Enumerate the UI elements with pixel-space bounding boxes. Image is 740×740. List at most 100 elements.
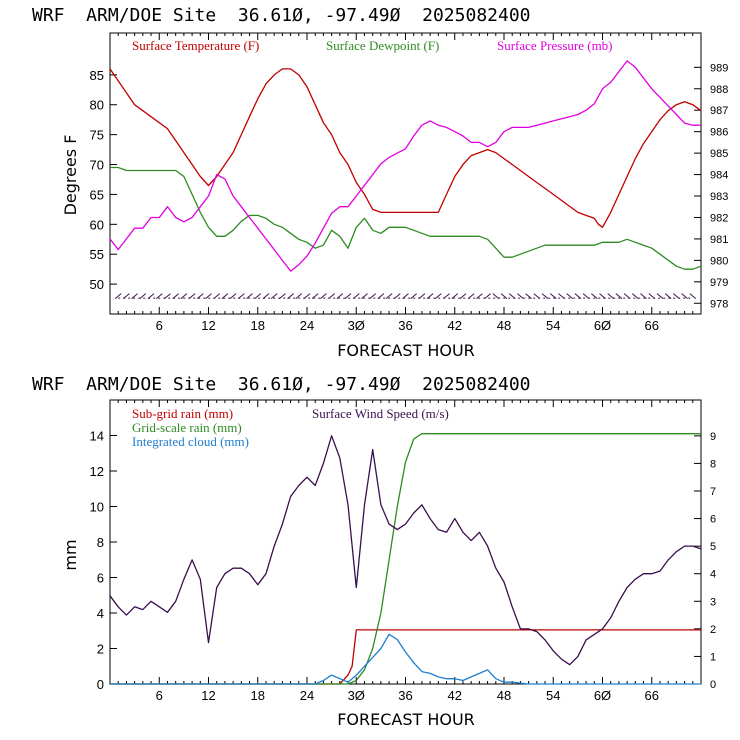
y-axis-left: 0 2 4 6 8 10 12 14 bbox=[90, 429, 117, 692]
legend-dewpoint: Surface Dewpoint (F) bbox=[326, 38, 439, 53]
y-tick-label: 50 bbox=[90, 277, 104, 292]
right-tick-label: 1 bbox=[710, 651, 716, 663]
wind-barb bbox=[590, 293, 598, 299]
wind-barb bbox=[369, 293, 377, 299]
wind-barb bbox=[492, 293, 500, 299]
wind-barb bbox=[180, 293, 188, 299]
x-tick-label: 66 bbox=[645, 688, 659, 703]
wind-barb bbox=[451, 293, 459, 299]
wind-barb bbox=[279, 293, 286, 299]
right-tick-label: 9 bbox=[710, 431, 716, 443]
wind-barb bbox=[459, 293, 467, 299]
wind-barb bbox=[254, 293, 262, 299]
series-line-surface-wind-speed-m-s bbox=[109, 435, 702, 666]
y-tick-label: 0 bbox=[97, 677, 104, 692]
x-tick-label: 54 bbox=[546, 688, 560, 703]
wind-barb bbox=[295, 293, 303, 299]
y-tick-label: 60 bbox=[90, 217, 104, 232]
y-tick-label: 75 bbox=[90, 128, 104, 143]
wind-barb bbox=[205, 293, 212, 299]
wind-barb bbox=[114, 293, 122, 299]
x-tick-label: 6 bbox=[156, 688, 163, 703]
chart-title: WRF ARM/DOE Site 36.61Ø, -97.49Ø 2025082… bbox=[32, 374, 531, 395]
x-tick-label: 54 bbox=[546, 318, 560, 333]
right-tick-label: 978 bbox=[710, 298, 728, 310]
chart-title: WRF ARM/DOE Site 36.61Ø, -97.49Ø 2025082… bbox=[32, 5, 531, 26]
y-axis-right: 0 1 2 3 4 5 6 7 8 9 bbox=[694, 431, 716, 691]
y-tick-label: 55 bbox=[90, 247, 104, 262]
right-tick-label: 4 bbox=[710, 569, 716, 581]
y-tick-label: 80 bbox=[90, 98, 104, 113]
x-tick-label: 12 bbox=[201, 688, 215, 703]
wind-barb bbox=[484, 293, 491, 299]
x-tick-label: 12 bbox=[201, 318, 215, 333]
wind-barb bbox=[270, 293, 278, 299]
legend-integrated-cloud: Integrated cloud (mm) bbox=[132, 434, 249, 449]
wind-barb bbox=[426, 293, 434, 299]
x-axis-label: FORECAST HOUR bbox=[337, 710, 475, 729]
y-tick-label: 65 bbox=[90, 187, 104, 202]
wind-barb bbox=[582, 293, 590, 299]
wind-barb bbox=[615, 293, 623, 299]
wind-barb bbox=[336, 293, 344, 299]
y-tick-label: 12 bbox=[90, 464, 104, 479]
right-tick-label: 986 bbox=[710, 127, 728, 139]
wind-barb bbox=[681, 293, 688, 299]
wind-barb bbox=[631, 293, 639, 299]
right-tick-label: 981 bbox=[710, 234, 728, 246]
y-tick-label: 8 bbox=[97, 535, 104, 550]
wind-barb bbox=[229, 293, 237, 299]
series-line-grid-scale-rain-mm bbox=[110, 433, 701, 685]
x-tick-label: 36 bbox=[398, 688, 412, 703]
x-tick-label: 3Ø bbox=[348, 688, 365, 703]
wind-barb bbox=[640, 293, 647, 299]
y-tick-label: 14 bbox=[90, 429, 104, 444]
y-tick-label: 10 bbox=[90, 500, 104, 515]
right-tick-label: 8 bbox=[710, 458, 716, 470]
meteogram-panel: WRF ARM/DOE Site 36.61Ø, -97.49Ø 2025082… bbox=[32, 5, 728, 360]
right-tick-label: 988 bbox=[710, 84, 728, 96]
x-tick-label: 36 bbox=[398, 318, 412, 333]
right-tick-label: 983 bbox=[710, 191, 728, 203]
wind-barb bbox=[689, 293, 697, 299]
series-line-surface-temperature-f bbox=[109, 68, 702, 228]
wind-barb bbox=[164, 293, 171, 299]
wind-barb bbox=[131, 293, 138, 299]
x-tick-label: 24 bbox=[300, 688, 314, 703]
y-axis-left: 50 55 60 65 70 75 80 85 bbox=[90, 68, 117, 292]
x-axis: 6 12 18 24 3Ø 36 42 48 54 6Ø 66 bbox=[117, 400, 694, 703]
wind-barb bbox=[139, 293, 147, 299]
x-tick-label: 48 bbox=[497, 688, 511, 703]
right-tick-label: 982 bbox=[710, 212, 728, 224]
wind-barb bbox=[361, 293, 368, 299]
y-tick-label: 2 bbox=[97, 642, 104, 657]
wind-barb bbox=[476, 293, 483, 299]
wind-barb bbox=[541, 293, 549, 299]
wind-barb bbox=[246, 293, 253, 299]
right-tick-label: 979 bbox=[710, 277, 728, 289]
x-tick-label: 66 bbox=[645, 318, 659, 333]
x-axis: 6 12 18 24 3Ø 36 42 48 54 6Ø 66 bbox=[117, 33, 694, 333]
right-tick-label: 987 bbox=[710, 105, 728, 117]
wind-barb bbox=[656, 293, 664, 299]
x-tick-label: 18 bbox=[251, 318, 265, 333]
wind-barb bbox=[311, 293, 319, 299]
wind-barb bbox=[549, 293, 557, 299]
precip-panel: WRF ARM/DOE Site 36.61Ø, -97.49Ø 2025082… bbox=[32, 374, 716, 729]
legend-gridscale-rain: Grid-scale rain (mm) bbox=[132, 420, 242, 435]
right-tick-label: 3 bbox=[710, 596, 716, 608]
wind-barb bbox=[607, 293, 615, 299]
wind-barb bbox=[393, 293, 401, 299]
series-line-integrated-cloud-mm bbox=[110, 633, 701, 685]
wind-barb bbox=[221, 293, 229, 299]
y-tick-label: 70 bbox=[90, 158, 104, 173]
x-tick-label: 18 bbox=[251, 688, 265, 703]
y-tick-label: 6 bbox=[97, 571, 104, 586]
right-tick-label: 985 bbox=[710, 148, 728, 160]
x-tick-label: 3Ø bbox=[348, 318, 365, 333]
y-tick-label: 4 bbox=[97, 606, 104, 621]
series-group bbox=[109, 433, 702, 685]
right-tick-label: 980 bbox=[710, 255, 728, 267]
